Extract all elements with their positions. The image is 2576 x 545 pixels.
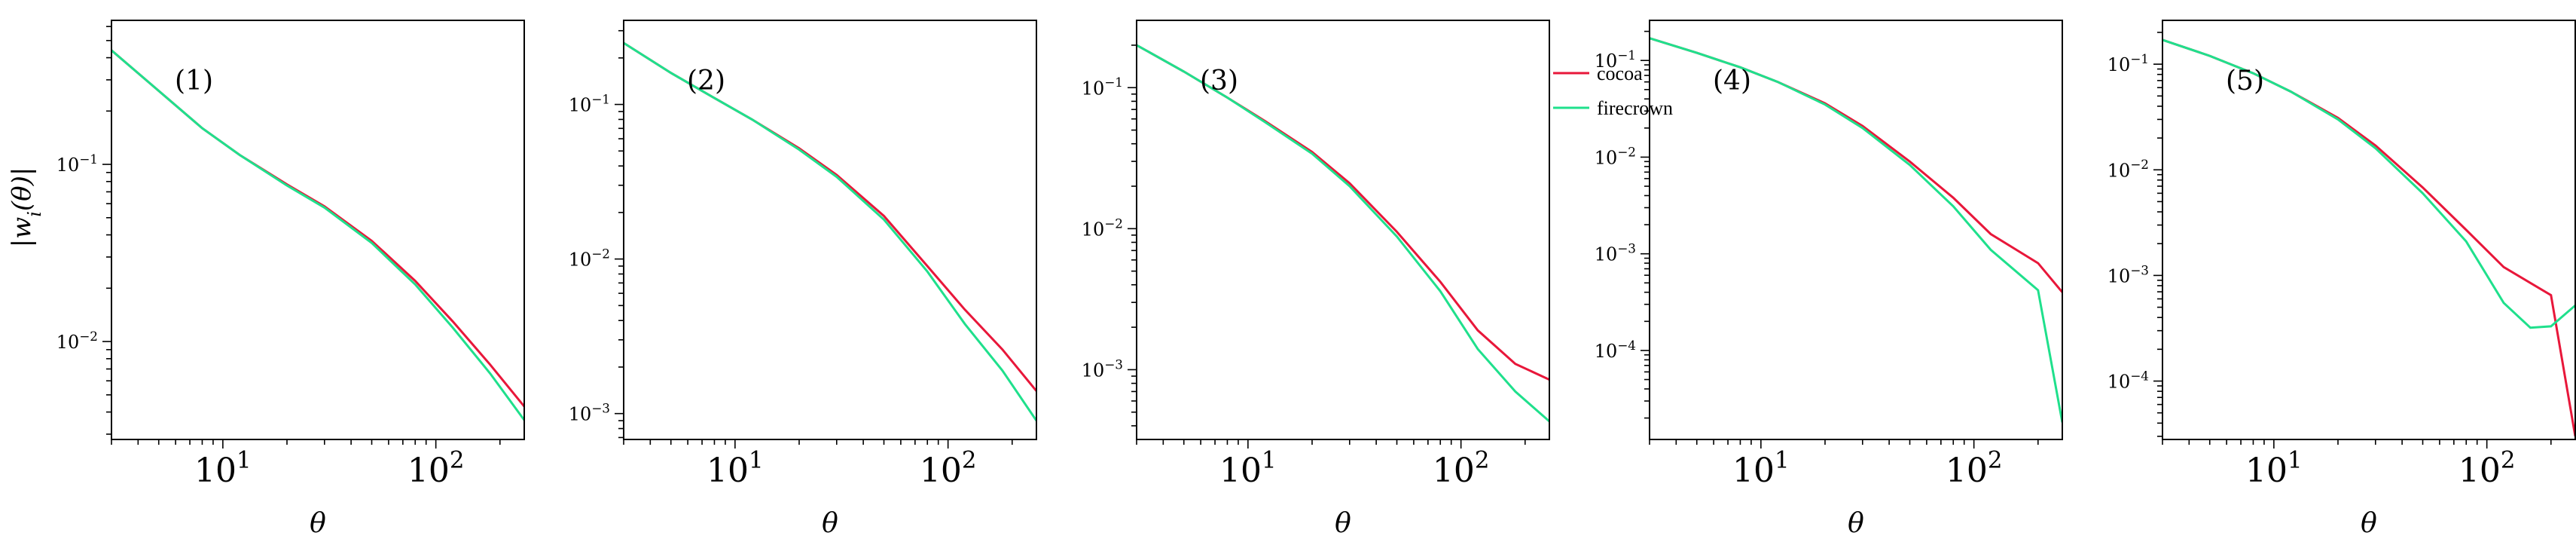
y-axis-label: |wi(θ)| — [7, 167, 45, 248]
x-axis-label: θ — [310, 508, 326, 539]
y-tick-label: 10−3 — [2107, 262, 2149, 286]
y-tick-label: 10−3 — [569, 401, 610, 425]
y-tick-label: 10−2 — [1595, 144, 1636, 168]
y-tick-label: 10−3 — [1082, 357, 1123, 381]
panels: 101 102 10−1 10−2 (1) θ 101 102 10−1 10−2 10−3 (2) θ… — [56, 20, 2576, 539]
x-tick-label: 101 — [1219, 447, 1277, 490]
panel-label: (2) — [687, 66, 725, 96]
y-tick-label: 10−1 — [1082, 75, 1123, 99]
legend-label-firecrown: firecrown — [1597, 97, 1673, 119]
x-tick-label: 102 — [1433, 447, 1490, 490]
panel-4: 101 102 10−1 10−2 10−3 10−4 (4) θ — [1595, 20, 2063, 539]
y-tick-label: 10−2 — [2107, 157, 2149, 181]
panel-label: (5) — [2226, 66, 2264, 96]
series-line-cocoa — [2162, 38, 2575, 437]
legend: cocoa firecrown — [1553, 63, 1673, 119]
x-tick-label: 102 — [2458, 447, 2516, 490]
series-line-firecrown — [624, 41, 1036, 421]
x-tick-label: 101 — [194, 447, 252, 490]
plot-frame — [2162, 20, 2576, 440]
y-tick-label: 10−3 — [1595, 241, 1636, 265]
series-line-firecrown — [1650, 37, 2062, 423]
plot-frame — [1649, 20, 2063, 440]
plot-frame — [111, 20, 525, 440]
plot-frame — [1136, 20, 1550, 440]
panel-label: (3) — [1200, 66, 1238, 96]
series-line-cocoa — [1650, 37, 2062, 293]
y-tick-label: 10−1 — [1595, 47, 1636, 72]
plot-frame — [623, 20, 1037, 440]
y-tick-label: 10−1 — [56, 152, 98, 176]
panel-1: 101 102 10−1 10−2 (1) θ — [56, 20, 525, 539]
y-tick-label: 10−2 — [569, 246, 610, 271]
series-line-firecrown — [111, 49, 524, 421]
y-tick-label: 10−2 — [56, 329, 98, 353]
x-tick-label: 101 — [707, 447, 764, 490]
series-line-cocoa — [624, 41, 1036, 392]
panel-label: (1) — [175, 66, 213, 96]
series-line-firecrown — [2162, 38, 2575, 329]
x-axis-label: θ — [1848, 508, 1864, 539]
x-tick-label: 102 — [407, 447, 465, 490]
y-tick-label: 10−4 — [1595, 338, 1636, 362]
y-tick-label: 10−2 — [1082, 216, 1123, 240]
panel-label: (4) — [1713, 66, 1751, 96]
y-tick-label: 10−1 — [2107, 51, 2149, 75]
panel-3: 101 102 10−1 10−2 10−3 (3) θ — [1082, 20, 1550, 539]
x-tick-label: 101 — [2245, 447, 2303, 490]
series-line-cocoa — [1137, 44, 1549, 381]
y-tick-label: 10−1 — [569, 91, 610, 115]
x-tick-label: 102 — [1946, 447, 2003, 490]
x-axis-label: θ — [1335, 508, 1351, 539]
x-tick-label: 101 — [1732, 447, 1790, 490]
legend-label-cocoa: cocoa — [1597, 63, 1643, 84]
panel-5: 101 102 10−1 10−2 10−3 10−4 (5) θ — [2107, 20, 2576, 539]
x-axis-label: θ — [822, 508, 838, 539]
series-line-firecrown — [1137, 44, 1549, 423]
y-tick-label: 10−4 — [2107, 368, 2149, 392]
panel-2: 101 102 10−1 10−2 10−3 (2) θ — [569, 20, 1037, 539]
x-tick-label: 102 — [920, 447, 977, 490]
x-axis-label: θ — [2361, 508, 2377, 539]
